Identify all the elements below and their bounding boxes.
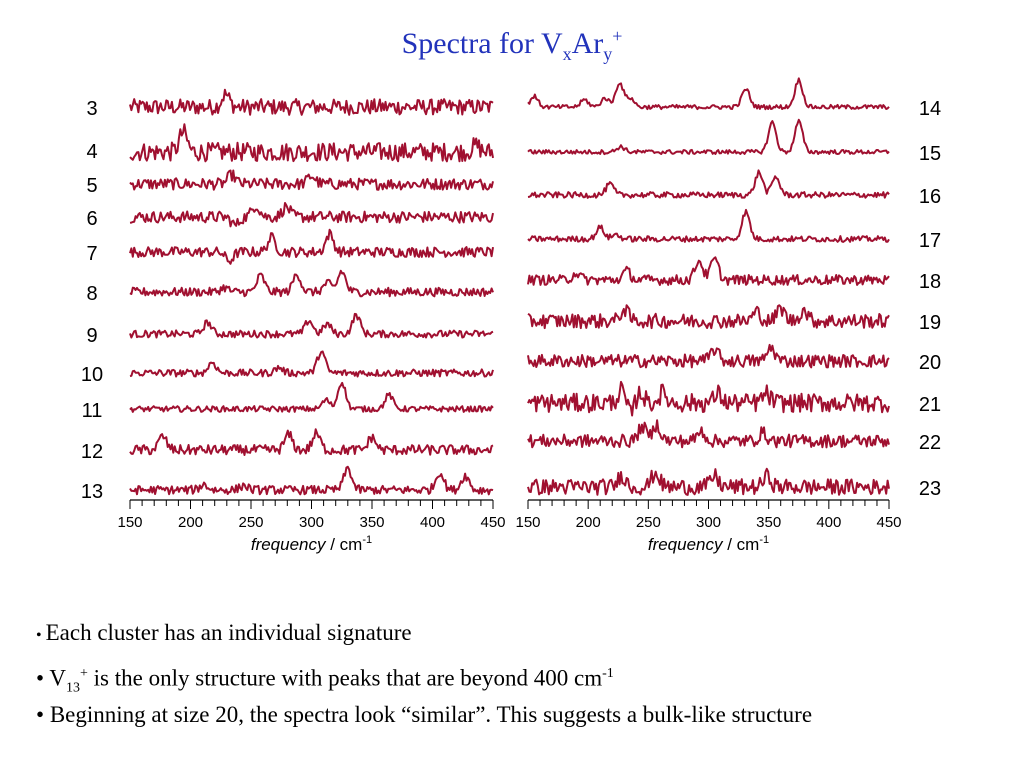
- bullet-2: • V13+ is the only structure with peaks …: [36, 665, 614, 696]
- series-label-23: 23: [919, 478, 941, 500]
- x-axis-label-sup: -1: [362, 534, 372, 546]
- bullet-2-v: V: [49, 665, 67, 691]
- spectrum-trace-22: [527, 419, 890, 449]
- spectrum-trace-9: [129, 312, 494, 339]
- title-text-ar: Ar: [571, 27, 604, 60]
- spectrum-trace-8: [129, 269, 494, 298]
- spectrum-trace-5: [129, 169, 494, 191]
- x-axis-label: frequency / cm-1: [648, 534, 769, 554]
- x-tick-label-450: 450: [480, 514, 505, 531]
- x-tick-label-150: 150: [515, 514, 540, 531]
- series-label-22: 22: [919, 432, 941, 454]
- series-label-7: 7: [86, 243, 97, 265]
- x-tick-label-250: 250: [238, 514, 263, 531]
- x-tick-label-450: 450: [876, 514, 901, 531]
- x-axis-label: frequency / cm-1: [251, 534, 372, 554]
- title-subscript-x: x: [562, 44, 572, 64]
- x-tick-label-200: 200: [576, 514, 601, 531]
- bullet-3: • Beginning at size 20, the spectra look…: [36, 702, 813, 727]
- spectrum-trace-4: [129, 123, 494, 163]
- spectra-panel-2: 14 15 16 17 18 19 20 21 22 23 150 200 250 300 350 400 45…: [515, 77, 941, 554]
- title-text: Spectra for V: [401, 27, 563, 60]
- spectrum-trace-10: [129, 350, 494, 378]
- series-label-17: 17: [919, 230, 941, 252]
- x-tick-label-350: 350: [756, 514, 781, 531]
- series-label-9: 9: [86, 325, 97, 347]
- bullet-2-text: is the only structure with peaks that ar…: [87, 665, 603, 691]
- series-label-8: 8: [86, 283, 97, 305]
- slide-title: Spectra for VxAry+: [0, 26, 1024, 65]
- series-label-11: 11: [82, 400, 103, 422]
- series-label-10: 10: [81, 364, 103, 386]
- spectrum-trace-15: [527, 118, 890, 156]
- spectrum-trace-17: [527, 208, 890, 243]
- bullet-2-sup: +: [80, 666, 88, 681]
- spectrum-trace-3: [129, 88, 494, 116]
- series-label-19: 19: [919, 312, 941, 334]
- spectrum-trace-21: [527, 380, 890, 417]
- series-label-4: 4: [86, 141, 97, 163]
- x-axis-label-italic: frequency: [251, 535, 327, 554]
- x-axis-label-sup: -1: [759, 534, 769, 546]
- bullet-2-sub: 13: [66, 680, 81, 696]
- spectrum-trace-18: [527, 256, 890, 286]
- series-label-18: 18: [919, 271, 941, 293]
- x-tick-label-250: 250: [636, 514, 661, 531]
- spectrum-trace-14: [527, 77, 890, 111]
- series-label-15: 15: [919, 143, 941, 165]
- title-subscript-y: y: [603, 44, 613, 64]
- series-label-5: 5: [86, 175, 97, 197]
- x-tick-label-150: 150: [117, 514, 142, 531]
- x-tick-label-300: 300: [299, 514, 324, 531]
- bullet-list: • Each cluster has an individual signatu…: [36, 618, 1006, 741]
- spectrum-trace-13: [129, 465, 494, 496]
- x-axis-label-unit: / cm: [326, 535, 363, 554]
- bullet-1: • Each cluster has an individual signatu…: [36, 620, 412, 645]
- bullet-2-unit-sup: -1: [602, 666, 614, 681]
- series-label-16: 16: [919, 186, 941, 208]
- spectrum-trace-23: [527, 467, 890, 496]
- spectrum-trace-20: [527, 343, 890, 369]
- series-label-3: 3: [86, 98, 97, 120]
- series-label-21: 21: [919, 394, 941, 416]
- series-label-6: 6: [86, 208, 97, 230]
- spectrum-trace-6: [129, 202, 494, 228]
- spectrum-trace-19: [527, 304, 890, 330]
- bullet-3-text: Beginning at size 20, the spectra look “…: [49, 702, 813, 727]
- bullet-1-text: Each cluster has an individual signature: [45, 620, 412, 645]
- spectrum-trace-12: [129, 428, 494, 456]
- x-tick-label-350: 350: [359, 514, 384, 531]
- spectra-panel-1: 3 4 5 6 7 8 9 10 11 12 13 150 200 250 300 350 400 450 freq…: [81, 88, 506, 554]
- x-tick-label-400: 400: [420, 514, 445, 531]
- x-tick-label-300: 300: [696, 514, 721, 531]
- series-label-13: 13: [81, 481, 103, 503]
- series-label-20: 20: [919, 352, 941, 374]
- spectrum-trace-7: [129, 228, 494, 265]
- series-label-14: 14: [919, 98, 941, 120]
- x-tick-label-400: 400: [816, 514, 841, 531]
- x-tick-label-200: 200: [178, 514, 203, 531]
- series-label-12: 12: [81, 441, 103, 463]
- x-axis-label-unit: / cm: [723, 535, 760, 554]
- spectrum-trace-11: [129, 381, 494, 413]
- title-superscript: +: [612, 26, 623, 46]
- x-axis-label-italic: frequency: [648, 535, 724, 554]
- spectrum-trace-16: [527, 169, 890, 199]
